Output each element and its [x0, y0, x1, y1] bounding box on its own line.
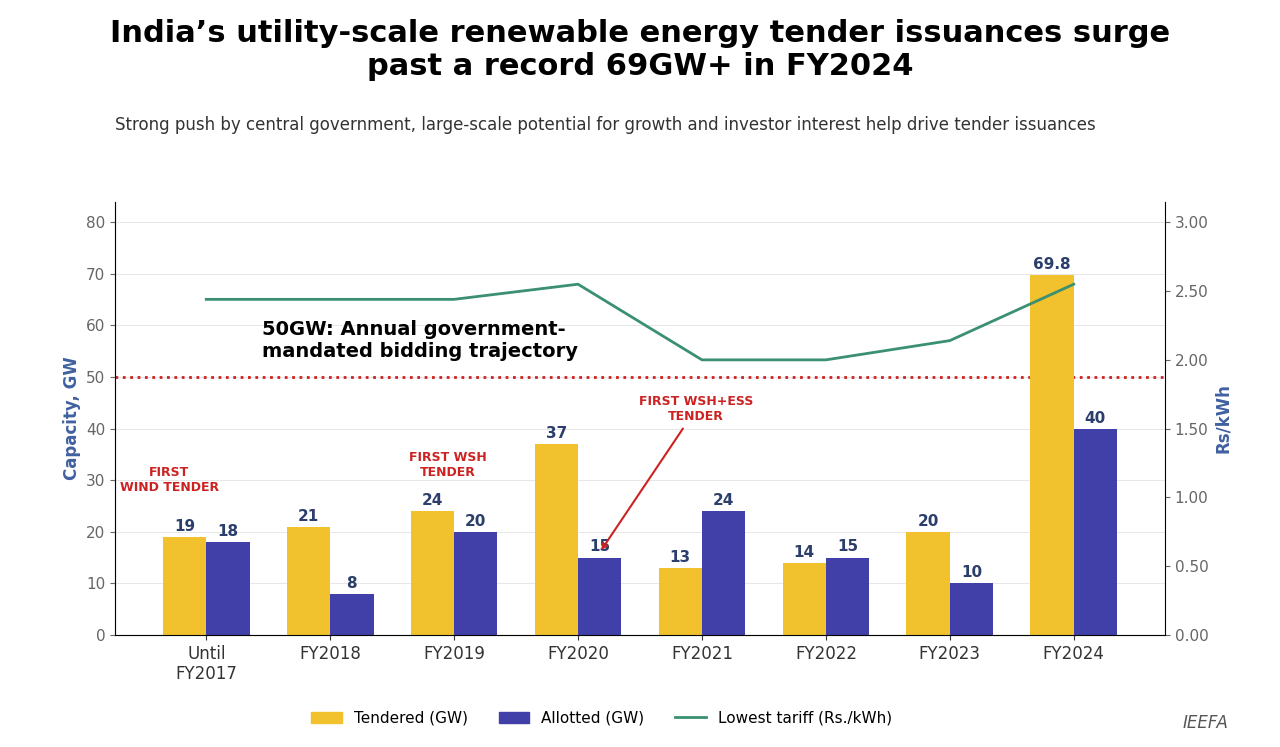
Lowest tariff (Rs./kWh) — [198, 295, 214, 304]
Bar — [579, 557, 621, 635]
Bar — [782, 562, 826, 635]
Text: 14: 14 — [794, 545, 815, 560]
Lowest tariff (Rs./kWh) — [818, 356, 833, 365]
Text: 69.8: 69.8 — [1033, 257, 1071, 272]
Lowest tariff (Rs./kWh) — [447, 295, 462, 304]
Text: 18: 18 — [218, 524, 238, 539]
Bar — [206, 542, 250, 635]
Text: Strong push by central government, large-scale potential for growth and investor: Strong push by central government, large… — [115, 116, 1096, 134]
Bar — [950, 583, 993, 635]
Bar — [454, 532, 498, 635]
Lowest tariff (Rs./kWh) — [1066, 279, 1082, 288]
Bar — [330, 594, 374, 635]
Bar — [287, 527, 330, 635]
Bar — [1074, 429, 1117, 635]
Text: India’s utility-scale renewable energy tender issuances surge
past a record 69GW: India’s utility-scale renewable energy t… — [110, 19, 1170, 81]
Lowest tariff (Rs./kWh) — [323, 295, 338, 304]
Text: 24: 24 — [713, 493, 735, 508]
Text: 24: 24 — [421, 493, 443, 508]
Bar — [701, 511, 745, 635]
Y-axis label: Capacity, GW: Capacity, GW — [63, 356, 81, 480]
Lowest tariff (Rs./kWh) — [694, 356, 709, 365]
Lowest tariff (Rs./kWh) — [571, 279, 586, 288]
Text: IEEFA: IEEFA — [1183, 714, 1229, 732]
Line: Lowest tariff (Rs./kWh): Lowest tariff (Rs./kWh) — [206, 284, 1074, 360]
Text: 50GW: Annual government-
mandated bidding trajectory: 50GW: Annual government- mandated biddin… — [262, 320, 579, 362]
Text: 37: 37 — [545, 426, 567, 441]
Bar — [535, 444, 579, 635]
Bar — [659, 568, 701, 635]
Text: 20: 20 — [465, 514, 486, 529]
Text: 40: 40 — [1084, 411, 1106, 426]
Bar — [1030, 275, 1074, 635]
Text: FIRST
WIND TENDER: FIRST WIND TENDER — [119, 466, 219, 495]
Text: 13: 13 — [669, 550, 691, 565]
Bar — [826, 557, 869, 635]
Text: 8: 8 — [347, 576, 357, 591]
Bar — [411, 511, 454, 635]
Text: FIRST WSH
TENDER: FIRST WSH TENDER — [410, 450, 486, 479]
Text: FIRST WSH+ESS
TENDER: FIRST WSH+ESS TENDER — [603, 395, 753, 548]
Legend: Tendered (GW), Allotted (GW), Lowest tariff (Rs./kWh): Tendered (GW), Allotted (GW), Lowest tar… — [305, 704, 899, 732]
Bar — [906, 532, 950, 635]
Bar — [163, 537, 206, 635]
Text: 15: 15 — [589, 539, 611, 554]
Text: 20: 20 — [918, 514, 938, 529]
Text: 15: 15 — [837, 539, 858, 554]
Text: 10: 10 — [961, 565, 982, 580]
Y-axis label: Rs/kWh: Rs/kWh — [1213, 383, 1231, 453]
Text: 21: 21 — [298, 509, 319, 524]
Text: 19: 19 — [174, 519, 195, 534]
Lowest tariff (Rs./kWh) — [942, 336, 957, 345]
